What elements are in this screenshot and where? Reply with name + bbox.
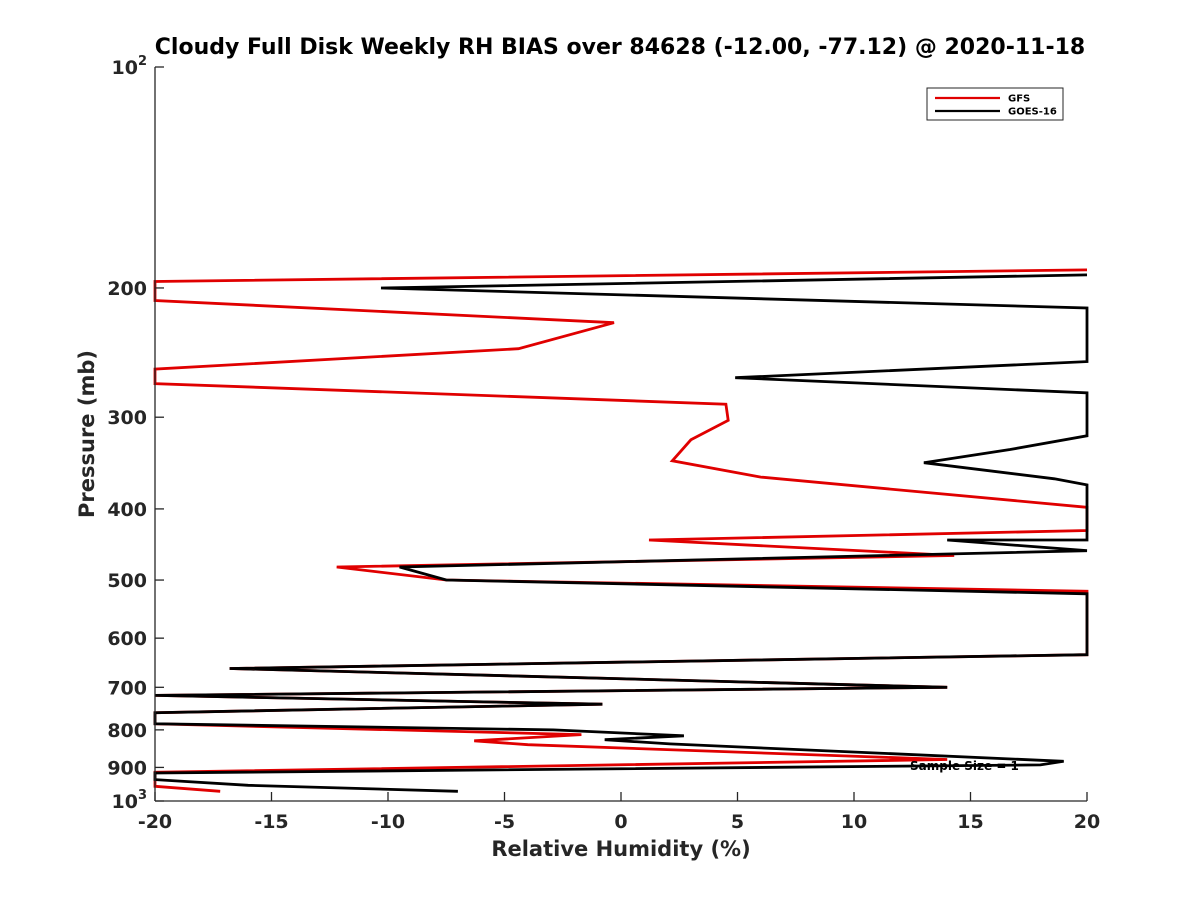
x-tick-label: 5 (731, 811, 744, 833)
legend-frame (926, 87, 1064, 121)
y-axis-label: Pressure (mb) (75, 350, 99, 518)
y-tick-label: 500 (107, 570, 147, 592)
y-tick-label: 102 (112, 54, 148, 79)
x-tick-label: -5 (494, 811, 515, 833)
y-tick-label: 103 (112, 788, 148, 813)
x-tick-label: -15 (254, 811, 288, 833)
x-axis-label: Relative Humidity (%) (491, 837, 750, 861)
y-tick-label: 600 (107, 628, 147, 650)
x-tick-label: -20 (138, 811, 172, 833)
series-line-gfs (153, 268, 1089, 793)
x-tick-label: 0 (614, 811, 627, 833)
legend: GFS GOES-16 (926, 87, 1064, 121)
chart-title: Cloudy Full Disk Weekly RH BIAS over 846… (155, 35, 1085, 60)
y-tick-label: 700 (107, 677, 147, 699)
legend-label-gfs: GFS (1008, 94, 1030, 105)
y-tick-label: 800 (107, 720, 147, 742)
y-tick-label: 900 (107, 757, 147, 779)
y-tick-label: 300 (107, 407, 147, 429)
legend-label-goes16: GOES-16 (1008, 107, 1057, 118)
x-tick-label: 20 (1074, 811, 1100, 833)
ticks-layer: -20 -15 -10 -5 0 5 10 15 20 102 200 300 400 500 600 700… (107, 54, 1100, 833)
y-tick-label: 200 (107, 278, 147, 300)
x-tick-label: -10 (371, 811, 405, 833)
series-line-goes16 (153, 273, 1089, 793)
series-layer (153, 268, 1089, 793)
x-tick-label: 10 (841, 811, 867, 833)
sample-size-annotation: Sample Size = 1 (910, 759, 1019, 773)
y-tick-label: 400 (107, 499, 147, 521)
x-tick-label: 15 (957, 811, 983, 833)
